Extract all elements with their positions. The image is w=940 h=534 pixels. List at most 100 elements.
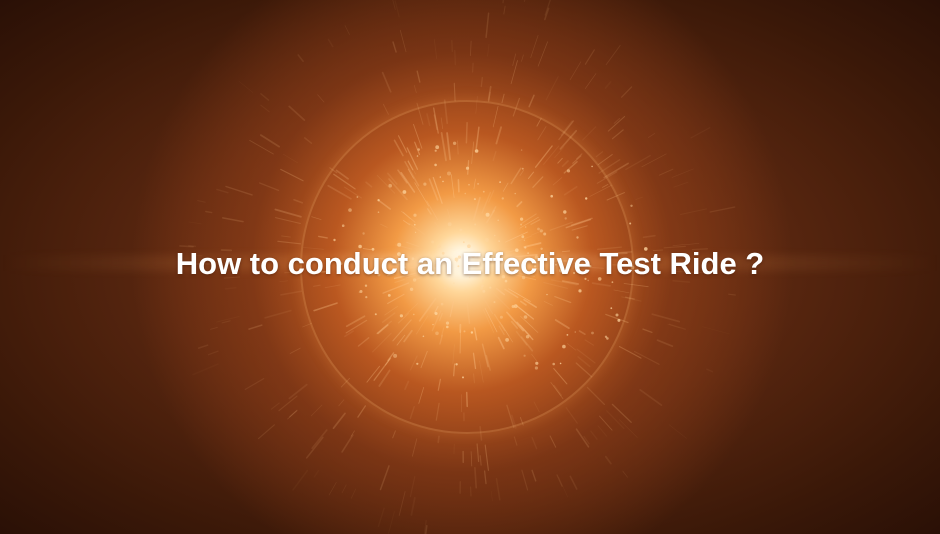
- spark-ray: [572, 155, 582, 164]
- spark-ray: [385, 358, 391, 366]
- spark-ray: [623, 283, 649, 288]
- spark-ray: [481, 191, 492, 214]
- spark-ray: [328, 482, 337, 496]
- spark-ray: [406, 147, 419, 170]
- spark-particle: [404, 266, 407, 269]
- spark-particle: [493, 301, 496, 304]
- spark-ray: [709, 206, 736, 213]
- spark-particle: [399, 314, 403, 318]
- spark-particle: [473, 198, 476, 201]
- spark-particle: [414, 223, 416, 226]
- spark-particle: [611, 281, 614, 284]
- spark-particle: [365, 296, 368, 299]
- spark-ray: [543, 7, 550, 21]
- spark-ray: [313, 302, 338, 312]
- spark-ray: [311, 216, 322, 220]
- spark-ray: [365, 181, 373, 188]
- spark-ray: [485, 354, 491, 371]
- spark-ray: [377, 507, 385, 528]
- spark-particle: [431, 240, 435, 244]
- spark-ray: [426, 208, 432, 215]
- spark-ray: [648, 132, 656, 138]
- spark-ray: [597, 154, 613, 166]
- spark-ray: [357, 337, 370, 347]
- spark-ray: [606, 251, 633, 254]
- spark-ray: [451, 39, 453, 53]
- spark-particle: [348, 208, 352, 212]
- spark-ray: [502, 182, 509, 192]
- spark-ray: [470, 40, 472, 56]
- spark-ray: [197, 200, 206, 203]
- spark-ray: [565, 218, 592, 229]
- spark-ray: [553, 384, 562, 397]
- spark-ray: [641, 153, 667, 168]
- spark-ray: [432, 176, 443, 204]
- spark-ray: [482, 296, 494, 315]
- spark-ray: [706, 368, 714, 373]
- spark-ray: [293, 199, 304, 204]
- spark-ray: [333, 173, 356, 190]
- spark-ray: [543, 282, 568, 289]
- spark-particle: [439, 176, 441, 178]
- spark-ray: [179, 245, 194, 248]
- spark-ray: [613, 117, 621, 124]
- spark-ray: [577, 356, 591, 368]
- spark-ray: [487, 189, 495, 203]
- spark-particle: [412, 278, 417, 282]
- spark-ray: [414, 182, 430, 207]
- spark-particle: [456, 261, 458, 263]
- spark-ray: [589, 184, 613, 197]
- spark-ray: [501, 93, 505, 104]
- spark-particle: [559, 362, 562, 365]
- spark-particle: [537, 227, 540, 231]
- spark-particle: [443, 286, 447, 290]
- spark-ray: [508, 272, 537, 281]
- spark-ray: [281, 235, 291, 238]
- spark-ray: [495, 126, 503, 145]
- spark-ray: [480, 77, 483, 88]
- spark-ray: [642, 234, 656, 239]
- spark-particle: [339, 262, 343, 265]
- spark-ray: [409, 355, 418, 371]
- spark-particle: [630, 204, 633, 207]
- spark-particle: [402, 190, 407, 194]
- spark-particle: [457, 255, 461, 259]
- spark-ray: [563, 161, 578, 174]
- spark-ray: [310, 404, 323, 417]
- spark-particle: [364, 284, 368, 287]
- spark-ray: [571, 217, 593, 226]
- spark-ray: [595, 151, 604, 158]
- spark-ray: [527, 171, 535, 180]
- spark-ray: [509, 289, 520, 296]
- spark-ray: [388, 511, 395, 534]
- spark-particle: [523, 315, 528, 319]
- spark-ray: [404, 380, 410, 391]
- spark-ray: [596, 171, 618, 184]
- spark-ray: [382, 312, 396, 323]
- spark-ray: [411, 438, 418, 457]
- spark-particle: [413, 213, 417, 217]
- spark-ray: [278, 395, 298, 412]
- spark-ray: [440, 327, 445, 337]
- spark-ray: [409, 406, 415, 420]
- spark-particle: [434, 163, 437, 167]
- spark-particle: [462, 376, 464, 379]
- spark-ray: [603, 162, 629, 179]
- spark-ray: [426, 113, 431, 127]
- spark-ray: [314, 471, 318, 477]
- spark-particle: [416, 155, 419, 157]
- spark-ray: [663, 245, 686, 249]
- spark-ray: [404, 303, 418, 316]
- spark-ray: [392, 41, 397, 53]
- spark-particle: [441, 251, 445, 255]
- spark-ray: [602, 183, 609, 188]
- spark-ray: [502, 0, 505, 4]
- spark-ray: [400, 171, 416, 193]
- spark-particle: [341, 224, 345, 227]
- spark-ray: [479, 455, 482, 466]
- spark-particle: [434, 312, 438, 315]
- spark-ray: [443, 99, 449, 125]
- spark-particle: [574, 331, 577, 333]
- spark-ray: [392, 319, 412, 342]
- spark-ray: [487, 85, 492, 101]
